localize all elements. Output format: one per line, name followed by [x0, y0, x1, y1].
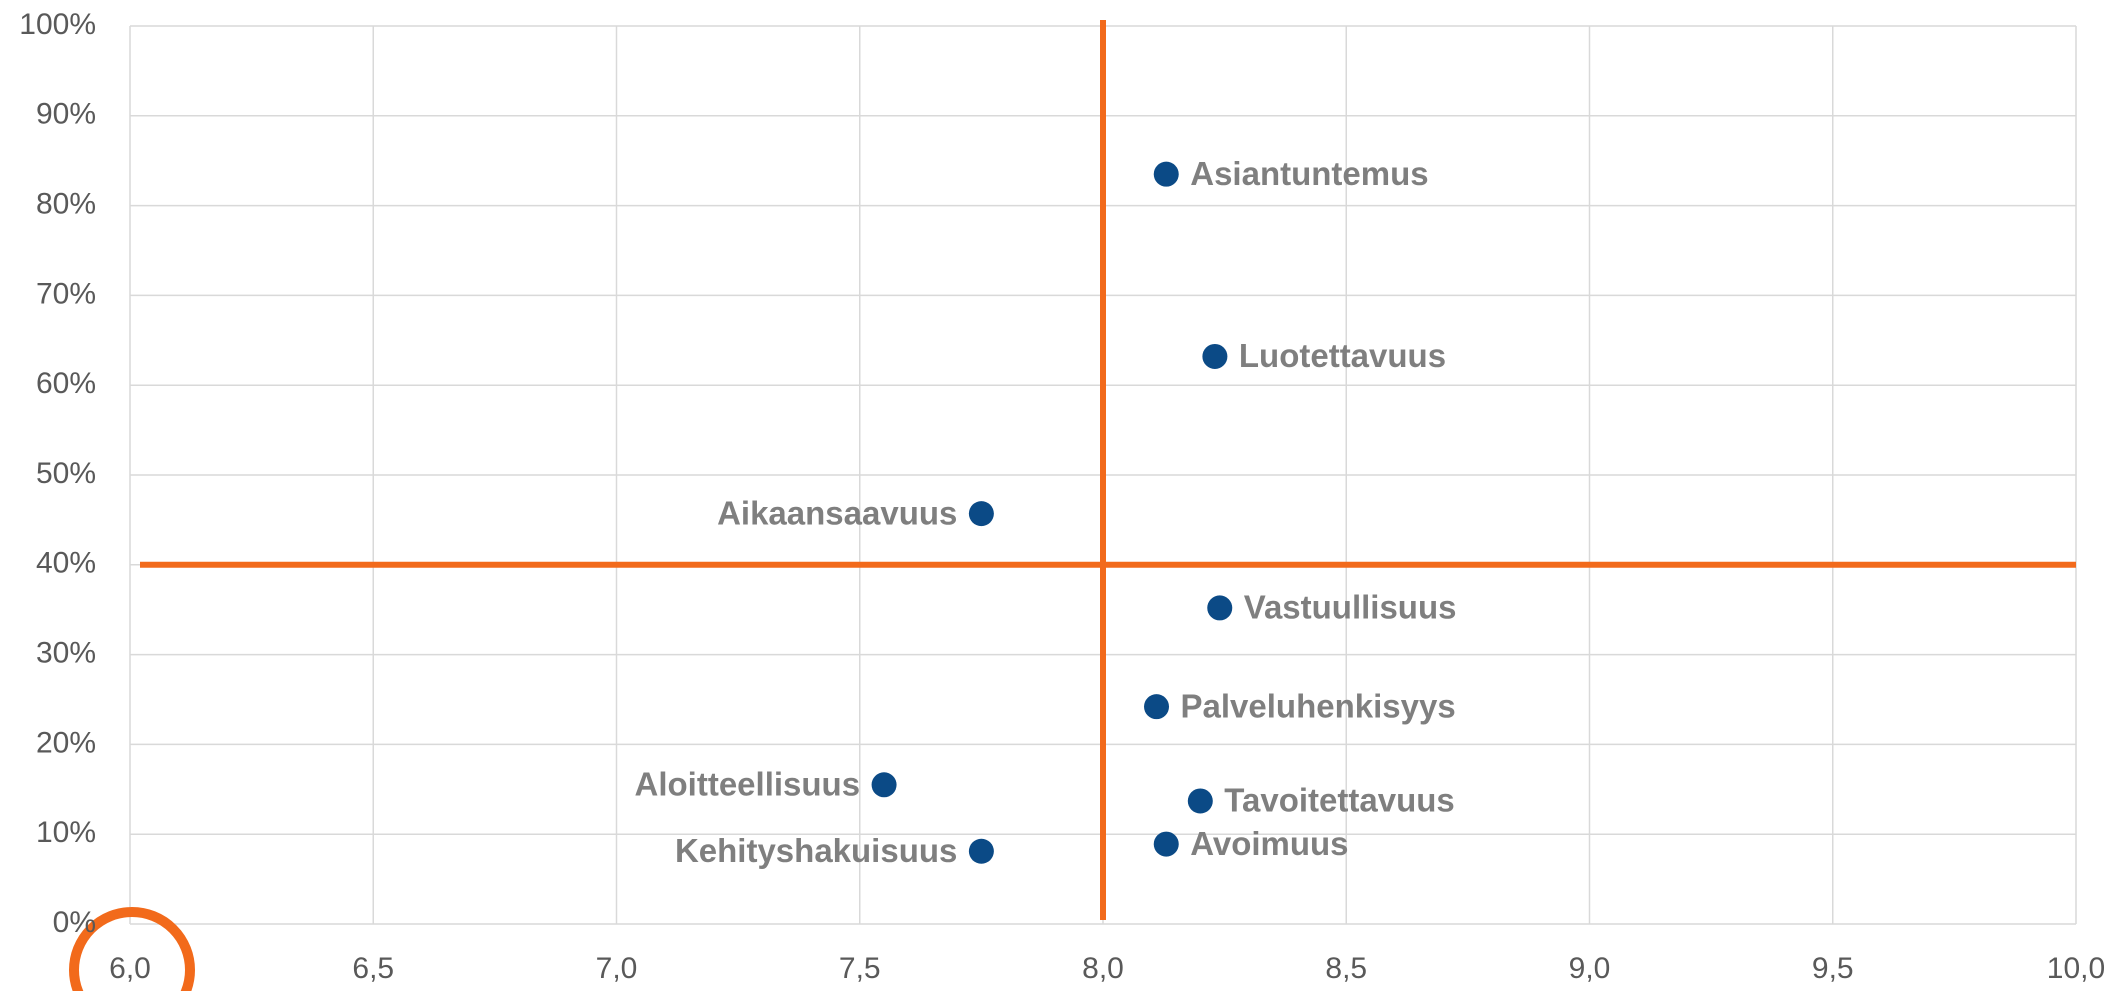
points: Asiantuntemus Luotettavuus Aikaansaavuus Va… — [635, 155, 1457, 869]
x-tick-label: 8,0 — [1082, 952, 1124, 985]
point — [1187, 788, 1213, 814]
point-label: Avoimuus — [1190, 825, 1348, 862]
point — [968, 838, 994, 864]
point — [871, 772, 897, 798]
y-tick-label: 30% — [36, 637, 96, 670]
point-label: Tavoitettavuus — [1224, 782, 1454, 819]
y-tick-label: 10% — [36, 816, 96, 849]
y-tick-label: 60% — [36, 367, 96, 400]
y-tick-label: 50% — [36, 457, 96, 490]
x-tick-label: 10,0 — [2047, 952, 2105, 985]
y-tick-label: 20% — [36, 726, 96, 759]
point — [1144, 694, 1170, 720]
point — [1153, 161, 1179, 187]
y-tick-label: 40% — [36, 547, 96, 580]
x-tick-label: 9,5 — [1812, 952, 1854, 985]
x-tick-label: 8,5 — [1325, 952, 1367, 985]
point-label: Luotettavuus — [1239, 337, 1446, 374]
point — [1202, 343, 1228, 369]
y-tick-label: 70% — [36, 277, 96, 310]
x-tick-label: 6,0 — [109, 952, 151, 985]
point — [1153, 831, 1179, 857]
point-label: Kehityshakuisuus — [675, 832, 957, 869]
point-label: Aloitteellisuus — [635, 766, 861, 803]
y-tick-label: 100% — [19, 8, 96, 41]
point-label: Vastuullisuus — [1244, 589, 1457, 626]
highlight-circle — [69, 907, 195, 991]
x-tick-label: 6,5 — [352, 952, 394, 985]
y-tick-label: 90% — [36, 98, 96, 131]
point-label: Asiantuntemus — [1190, 155, 1428, 192]
point — [1207, 595, 1233, 621]
y-tick-label: 80% — [36, 188, 96, 221]
x-tick-label: 7,5 — [839, 952, 881, 985]
y-tick-label: 0% — [53, 906, 96, 939]
point — [968, 501, 994, 527]
x-tick-label: 9,0 — [1569, 952, 1611, 985]
point-label: Palveluhenkisyys — [1181, 687, 1456, 724]
x-tick-label: 7,0 — [596, 952, 638, 985]
point-label: Aikaansaavuus — [717, 494, 957, 531]
reference-lines — [140, 20, 2076, 920]
